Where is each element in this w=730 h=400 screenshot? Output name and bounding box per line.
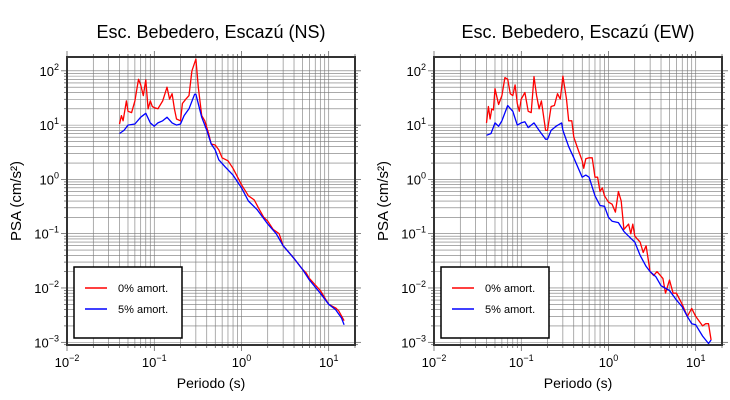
legend-label-1: 5% amort. <box>118 304 168 316</box>
legend-label-0: 0% amort. <box>485 283 535 295</box>
tick-exponent: −2 <box>436 353 446 363</box>
tick-exponent: 2 <box>421 62 426 72</box>
series-line-1 <box>486 104 712 345</box>
x-tick-label: 10−2 <box>55 353 80 370</box>
x-tick-label: 101 <box>319 353 338 370</box>
tick-exponent: 0 <box>421 170 426 180</box>
tick-base: 10 <box>40 172 54 187</box>
tick-exponent: 0 <box>613 353 618 363</box>
tick-exponent: −1 <box>49 225 59 235</box>
tick-exponent: −2 <box>49 279 59 289</box>
tick-base: 10 <box>55 355 69 370</box>
x-tick-label: 10−1 <box>142 353 167 370</box>
y-axis-label: PSA (cm/s²) <box>375 161 392 241</box>
y-tick-label: 10−1 <box>34 225 59 242</box>
tick-exponent: −2 <box>69 353 79 363</box>
chart-title: Esc. Bebedero, Escazú (NS) <box>96 22 325 42</box>
tick-base: 10 <box>407 118 421 133</box>
tick-exponent: −1 <box>416 225 426 235</box>
tick-base: 10 <box>40 118 54 133</box>
y-axis-label: PSA (cm/s²) <box>8 161 25 241</box>
tick-base: 10 <box>34 281 48 296</box>
tick-base: 10 <box>232 355 246 370</box>
y-tick-label: 100 <box>40 170 59 187</box>
legend-box <box>440 266 550 339</box>
series-line-1 <box>119 93 345 326</box>
x-tick-label: 100 <box>599 353 618 370</box>
y-tick-label: 10−1 <box>401 225 426 242</box>
x-tick-label: 10−1 <box>509 353 534 370</box>
x-tick-label: 100 <box>232 353 251 370</box>
legend-label-0: 0% amort. <box>118 283 168 295</box>
tick-exponent: 1 <box>54 116 59 126</box>
tick-base: 10 <box>509 355 523 370</box>
tick-base: 10 <box>407 172 421 187</box>
tick-exponent: −3 <box>416 333 426 343</box>
tick-exponent: −1 <box>523 353 533 363</box>
tick-exponent: 1 <box>421 116 426 126</box>
legend: 0% amort. 5% amort. <box>440 266 550 339</box>
tick-exponent: −3 <box>49 333 59 343</box>
tick-exponent: 1 <box>333 353 338 363</box>
y-tick-label: 101 <box>407 116 426 133</box>
x-axis-label: Periodo (s) <box>177 375 245 391</box>
y-tick-label: 10−3 <box>34 333 59 350</box>
series-line-0 <box>485 75 712 341</box>
tick-base: 10 <box>422 355 436 370</box>
x-tick-label: 10−2 <box>422 353 447 370</box>
tick-exponent: −1 <box>156 353 166 363</box>
y-tick-label: 102 <box>40 62 59 79</box>
legend: 0% amort. 5% amort. <box>73 266 183 339</box>
plot-frame <box>433 56 723 346</box>
tick-exponent: 1 <box>700 353 705 363</box>
tick-exponent: 0 <box>54 170 59 180</box>
tick-base: 10 <box>401 227 415 242</box>
chart-panel-0: 10−2 10−1 100 10110210110010−110−210−3Esc. … <box>8 22 361 391</box>
tick-exponent: 0 <box>246 353 251 363</box>
chart-title: Esc. Bebedero, Escazú (EW) <box>461 22 694 42</box>
tick-base: 10 <box>686 355 700 370</box>
plot-frame <box>66 56 356 346</box>
tick-base: 10 <box>34 227 48 242</box>
legend-box <box>73 266 183 339</box>
tick-exponent: 2 <box>54 62 59 72</box>
y-tick-label: 10−3 <box>401 333 426 350</box>
tick-base: 10 <box>319 355 333 370</box>
x-axis-label: Periodo (s) <box>544 375 612 391</box>
tick-base: 10 <box>407 64 421 79</box>
y-tick-label: 101 <box>40 116 59 133</box>
tick-base: 10 <box>401 335 415 350</box>
y-tick-label: 10−2 <box>401 279 426 296</box>
y-tick-label: 102 <box>407 62 426 79</box>
x-tick-label: 101 <box>686 353 705 370</box>
y-tick-label: 10−2 <box>34 279 59 296</box>
legend-label-1: 5% amort. <box>485 304 535 316</box>
tick-exponent: −2 <box>416 279 426 289</box>
tick-base: 10 <box>401 281 415 296</box>
chart-panel-1: 10−2 10−1 100 10110210110010−110−210−3Esc. … <box>375 22 728 391</box>
tick-base: 10 <box>142 355 156 370</box>
grid <box>61 51 361 351</box>
tick-base: 10 <box>40 64 54 79</box>
y-tick-label: 100 <box>407 170 426 187</box>
tick-base: 10 <box>34 335 48 350</box>
tick-base: 10 <box>599 355 613 370</box>
